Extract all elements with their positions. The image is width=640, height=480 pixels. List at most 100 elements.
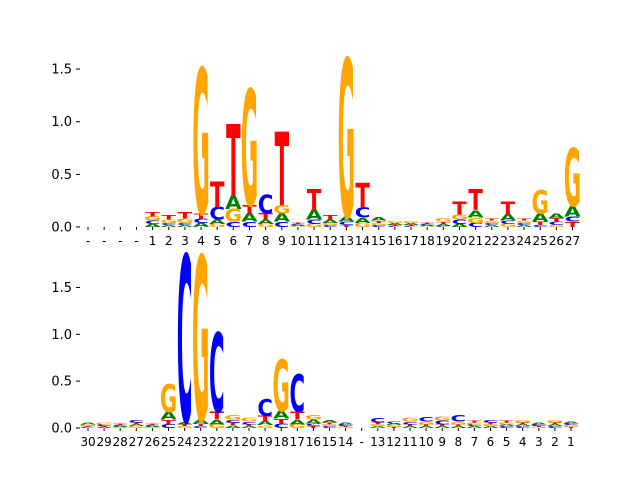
x-tick-label: - bbox=[86, 234, 90, 248]
logo-letter-g: G bbox=[192, 31, 209, 262]
logo-letter-c: C bbox=[549, 221, 565, 226]
logo-letter-t: T bbox=[468, 183, 483, 217]
logo-letter-a: A bbox=[482, 426, 499, 429]
logo-letter-g: G bbox=[466, 422, 483, 425]
x-tick-label: 4 bbox=[197, 234, 205, 248]
logo-letter-c: C bbox=[96, 424, 112, 427]
logo-letter-a: A bbox=[176, 421, 193, 426]
logo-letter-c: C bbox=[532, 224, 548, 227]
logo-letter-g: G bbox=[354, 222, 371, 229]
x-tick-label: - bbox=[102, 234, 106, 248]
logo-letter-a: A bbox=[257, 421, 273, 427]
logo-letter-c: C bbox=[436, 226, 452, 228]
logo-letter-t: T bbox=[306, 426, 321, 429]
logo-letter-g: G bbox=[451, 213, 468, 222]
logo-letter-a: A bbox=[241, 426, 258, 429]
logo-letter-g: G bbox=[498, 422, 515, 425]
logo-letter-a: A bbox=[515, 424, 532, 427]
x-tick-label: 3 bbox=[181, 234, 189, 248]
logo-letter-t: T bbox=[307, 183, 322, 217]
logo-letter-t: T bbox=[274, 417, 289, 425]
logo-letter-a: A bbox=[160, 410, 177, 422]
x-tick-label: 30 bbox=[80, 435, 95, 449]
logo-letter-t: T bbox=[436, 221, 451, 224]
logo-letter-c: C bbox=[306, 219, 322, 226]
logo-letter-g: G bbox=[385, 425, 402, 428]
logo-letter-t: T bbox=[564, 427, 580, 429]
logo-letter-c: C bbox=[257, 395, 273, 422]
logo-letter-g: G bbox=[386, 220, 403, 223]
logo-letter-g: G bbox=[515, 220, 532, 223]
logo-letter-a: A bbox=[532, 212, 549, 226]
logo-letter-t: T bbox=[548, 422, 563, 425]
logo-letter-c: C bbox=[145, 220, 161, 225]
logo-panel-bottom: 0.00.51.01.530 29 28 27 26 25 24 23 22 21 20 19 18 17… bbox=[51, 210, 579, 476]
logo-letter-g: G bbox=[95, 422, 112, 425]
logo-letter-c: C bbox=[403, 226, 419, 228]
logo-letter-g: G bbox=[289, 423, 306, 429]
logo-letter-g: G bbox=[402, 220, 419, 223]
x-tick-label: 10 bbox=[290, 234, 305, 248]
logo-letter-a: A bbox=[467, 208, 484, 220]
logo-letter-t: T bbox=[419, 424, 434, 427]
x-tick-label: - bbox=[134, 234, 138, 248]
logo-letter-c: C bbox=[226, 220, 242, 229]
x-tick-label: 27 bbox=[129, 435, 144, 449]
logo-letter-g: G bbox=[305, 413, 322, 421]
logo-letter-a: A bbox=[419, 225, 436, 227]
logo-letter-c: C bbox=[80, 427, 96, 429]
x-tick-label: 15 bbox=[371, 234, 386, 248]
y-tick-label: 1.0 bbox=[51, 328, 72, 343]
logo-letter-g: G bbox=[401, 417, 418, 423]
x-tick-label: 6 bbox=[230, 234, 238, 248]
logo-letter-t: T bbox=[322, 422, 337, 425]
x-tick-label: 25 bbox=[533, 234, 548, 248]
x-tick-label: 20 bbox=[452, 234, 467, 248]
logo-letter-c: C bbox=[193, 426, 209, 429]
logo-letter-a: A bbox=[144, 223, 161, 228]
logo-letter-t: T bbox=[404, 225, 420, 227]
logo-letter-a: A bbox=[257, 219, 273, 226]
logo-letter-t: T bbox=[145, 424, 161, 426]
x-tick-label: 12 bbox=[386, 435, 401, 449]
logo-letter-g: G bbox=[273, 203, 290, 217]
x-tick-label: - bbox=[118, 234, 122, 248]
logo-letter-a: A bbox=[241, 212, 258, 226]
logo-letter-c: C bbox=[193, 218, 209, 225]
logo-letter-t: T bbox=[290, 410, 305, 422]
x-tick-label: 21 bbox=[468, 234, 483, 248]
logo-letter-a: A bbox=[144, 426, 161, 428]
logo-letter-c: C bbox=[306, 423, 322, 428]
x-tick-label: 17 bbox=[290, 435, 305, 449]
x-tick-label: 8 bbox=[454, 435, 462, 449]
logo-letter-a: A bbox=[435, 223, 452, 226]
logo-letter-c: C bbox=[242, 220, 258, 229]
logo-letter-g: G bbox=[548, 224, 565, 227]
x-tick-label: 22 bbox=[484, 234, 499, 248]
logo-letter-g: G bbox=[564, 132, 581, 225]
logo-letter-g: G bbox=[79, 424, 96, 427]
logo-letter-a: A bbox=[96, 427, 113, 429]
logo-letter-c: C bbox=[371, 224, 387, 227]
logo-letter-t: T bbox=[467, 420, 482, 423]
logo-letter-g: G bbox=[273, 347, 290, 428]
y-tick-label: 1.5 bbox=[51, 281, 72, 296]
logo-letter-g: G bbox=[208, 223, 225, 228]
logo-letter-a: A bbox=[290, 225, 307, 227]
logo-letter-t: T bbox=[291, 222, 307, 224]
x-tick-label: 14 bbox=[355, 234, 370, 248]
logo-letter-g: G bbox=[225, 206, 242, 227]
logo-letter-c: C bbox=[290, 366, 306, 425]
logo-letter-g: G bbox=[240, 417, 257, 423]
logo-letter-g: G bbox=[370, 222, 387, 225]
logo-letter-c: C bbox=[290, 224, 306, 226]
logo-letter-c: C bbox=[387, 226, 403, 228]
x-tick-label: 13 bbox=[370, 435, 385, 449]
logo-letter-a: A bbox=[548, 212, 565, 221]
logo-letter-t: T bbox=[193, 423, 208, 428]
logo-letter-a: A bbox=[402, 426, 419, 429]
logo-letter-g: G bbox=[418, 226, 435, 228]
logo-letter-t: T bbox=[532, 426, 548, 428]
logo-letter-t: T bbox=[145, 211, 160, 218]
logo-letter-c: C bbox=[209, 204, 225, 225]
